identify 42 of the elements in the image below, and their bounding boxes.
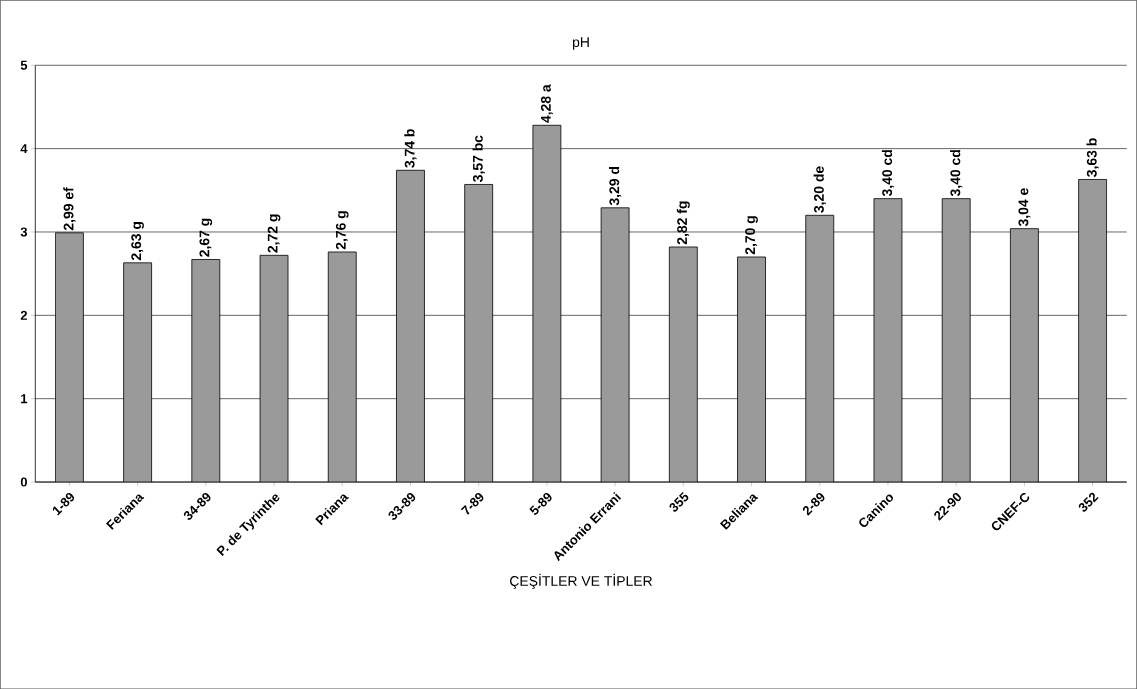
data-label: 3,63 b	[1086, 138, 1099, 177]
data-label: 2,82 fg	[676, 201, 690, 245]
bar	[1078, 178, 1107, 482]
data-label: 2,63 g	[131, 221, 144, 261]
data-label: 3,40 cd	[881, 149, 895, 197]
data-label: 2,70 g	[745, 216, 758, 255]
bar	[805, 215, 834, 482]
data-label: 2,72 g	[267, 214, 281, 253]
x-tick-label: 352	[1078, 492, 1099, 512]
y-tick-label: 3	[20, 227, 28, 237]
y-tick-label: 1	[21, 394, 28, 404]
chart-title: pH	[572, 37, 589, 50]
data-label: 2,99 ef	[63, 187, 76, 231]
data-label: 2,67 g	[199, 218, 213, 257]
bar	[601, 207, 630, 482]
data-label: 3,29 d	[608, 166, 622, 206]
y-tick-label: 0	[20, 477, 27, 487]
bar	[532, 125, 561, 482]
bar	[191, 259, 220, 482]
y-tick-label: 2	[20, 310, 27, 320]
data-label: 3,40 cd	[950, 149, 963, 197]
bar	[669, 246, 698, 482]
bar	[123, 262, 152, 482]
data-label: 2,76 g	[335, 211, 349, 250]
x-axis-title: ÇEŞİTLER VE TİPLER	[510, 573, 652, 589]
bar	[464, 184, 493, 482]
data-label: 3,57 bc	[472, 135, 485, 182]
bar	[55, 232, 84, 482]
bar	[260, 255, 289, 482]
data-label: 3,04 e	[1018, 188, 1031, 227]
bar	[737, 256, 766, 482]
data-label: 3,74 b	[404, 129, 417, 168]
x-tick-label: 355	[669, 491, 689, 512]
bar	[942, 198, 971, 482]
data-label: 3,20 de	[813, 166, 826, 213]
data-label: 4,28 a	[540, 84, 553, 123]
bar	[328, 251, 357, 482]
y-tick-label: 5	[20, 60, 28, 70]
bar	[873, 198, 902, 482]
bar	[396, 170, 425, 482]
bar	[1010, 228, 1039, 482]
y-tick-label: 4	[20, 144, 28, 153]
